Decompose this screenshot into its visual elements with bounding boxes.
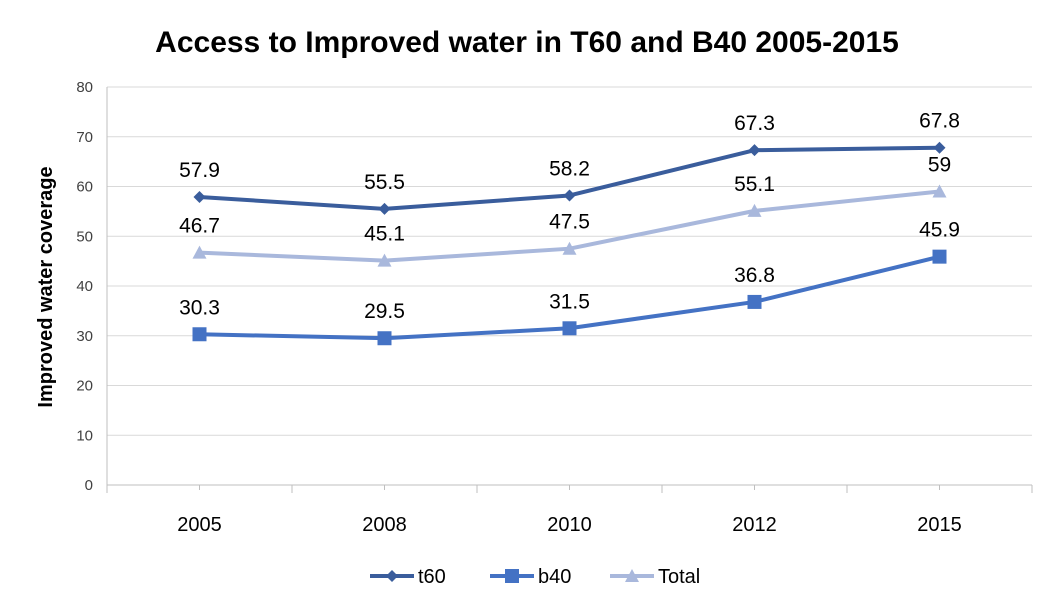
legend-label-total: Total (658, 566, 700, 588)
y-tick-label: 20 (76, 378, 93, 395)
y-axis-label: Improved water coverage (35, 166, 57, 407)
data-point-total (932, 184, 947, 198)
data-point-t60 (748, 144, 761, 157)
data-point-b40 (192, 327, 207, 342)
data-label-t60: 55.5 (364, 171, 405, 194)
y-tick-label: 60 (76, 179, 93, 196)
y-tick-label: 10 (76, 427, 93, 444)
data-label-b40: 29.5 (364, 300, 405, 323)
legend-marker-total (625, 569, 639, 582)
x-tick-label: 2008 (362, 514, 407, 536)
data-label-t60: 67.3 (734, 112, 775, 135)
data-point-b40 (932, 249, 947, 264)
data-label-t60: 58.2 (549, 157, 590, 180)
data-label-total: 46.7 (179, 215, 220, 238)
data-point-t60 (378, 202, 391, 215)
legend-marker-b40 (505, 569, 519, 583)
data-point-total (192, 245, 207, 259)
y-tick-label: 0 (85, 477, 93, 494)
data-label-b40: 45.9 (919, 219, 960, 242)
data-label-b40: 31.5 (549, 290, 590, 313)
legend: t60 b40 Total (370, 566, 700, 588)
data-label-b40: 36.8 (734, 264, 775, 287)
y-tick-label: 80 (76, 79, 93, 96)
data-label-total: 47.5 (549, 211, 590, 234)
axes: 0 10 20 30 40 50 60 70 80 2005 2008 2010 2012 2015 (76, 79, 1033, 536)
x-tick-label: 2010 (547, 514, 592, 536)
data-label-t60: 57.9 (179, 159, 220, 182)
y-tick-label: 70 (76, 129, 93, 146)
data-label-t60: 67.8 (919, 110, 960, 133)
data-label-total: 59 (928, 153, 951, 176)
data-label-total: 55.1 (734, 173, 775, 196)
data-point-b40 (377, 331, 392, 346)
legend-label-b40: b40 (538, 566, 571, 588)
chart-title: Access to Improved water in T60 and B40 … (155, 26, 899, 59)
legend-label-t60: t60 (418, 566, 446, 588)
data-point-t60 (563, 189, 576, 202)
y-tick-label: 30 (76, 328, 93, 345)
data-point-b40 (747, 294, 762, 309)
series-lines (192, 141, 947, 346)
y-tick-label: 40 (76, 278, 93, 295)
legend-marker-t60 (386, 570, 398, 582)
data-point-total (562, 241, 577, 255)
data-point-t60 (933, 141, 946, 154)
data-point-total (747, 203, 762, 217)
data-label-b40: 30.3 (179, 296, 220, 319)
data-point-total (377, 253, 392, 267)
x-tick-label: 2005 (177, 514, 222, 536)
gridlines (107, 86, 1032, 436)
data-point-b40 (562, 321, 577, 336)
x-tick-label: 2012 (732, 514, 777, 536)
data-labels: 57.9 55.5 58.2 67.3 67.8 30.3 29.5 31.5 36.8 45.9… (179, 110, 960, 324)
data-label-total: 45.1 (364, 223, 405, 246)
data-point-t60 (193, 190, 206, 203)
y-tick-label: 50 (76, 228, 93, 245)
x-tick-label: 2015 (917, 514, 962, 536)
